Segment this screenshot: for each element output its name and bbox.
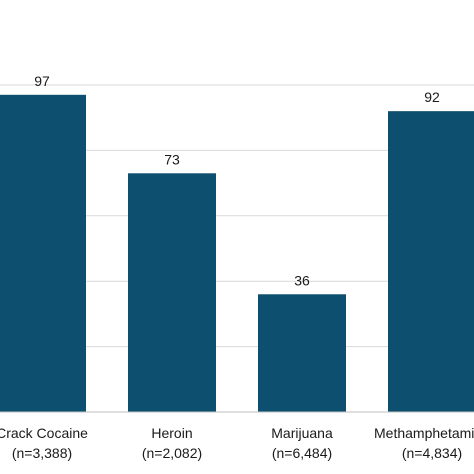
bar-3: [258, 294, 346, 412]
data-label-1: 97: [34, 73, 50, 89]
x-tick-sample-size-1: (n=3,388): [12, 445, 72, 461]
x-tick-label-4: Methamphetamine: [374, 425, 474, 441]
x-tick-sample-size-3: (n=6,484): [272, 445, 332, 461]
data-label-4: 92: [424, 89, 440, 105]
bar-1: [0, 94, 86, 412]
x-tick-sample-size-4: (n=4,834): [402, 445, 462, 461]
data-label-2: 73: [164, 151, 180, 167]
bar-4: [388, 111, 474, 412]
bar-2: [128, 173, 216, 412]
x-tick-label-3: Marijuana: [271, 425, 333, 441]
x-tick-sample-size-2: (n=2,082): [142, 445, 202, 461]
x-tick-label-2: Heroin: [151, 425, 192, 441]
data-label-3: 36: [294, 272, 310, 288]
x-tick-label-1: Crack Cocaine: [0, 425, 88, 441]
